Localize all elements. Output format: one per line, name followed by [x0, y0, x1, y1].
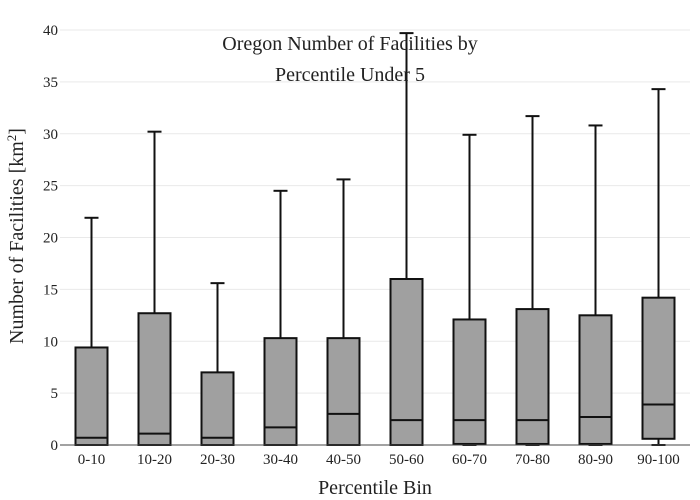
- box-80-90: [578, 124, 613, 446]
- y-axis-title-superscript: 2: [4, 135, 19, 142]
- y-tick-label: 25: [43, 179, 58, 195]
- box-body: [641, 296, 676, 440]
- x-tick-labels: 0-10 10-20 20-30 30-40 40-50 50-60 60-70 70-80 8…: [78, 452, 680, 468]
- x-tick-label: 60-70: [452, 452, 487, 468]
- chart-title-line-1: Oregon Number of Facilities by: [222, 33, 478, 55]
- y-tick-label: 10: [43, 334, 58, 350]
- y-tick-label: 20: [43, 231, 58, 247]
- x-tick-label: 30-40: [263, 452, 298, 468]
- x-tick-label: 20-30: [200, 452, 235, 468]
- y-tick-label: 35: [43, 75, 58, 91]
- box-60-70: [452, 133, 487, 446]
- box-50-60: [389, 32, 424, 446]
- chart-title-line-2: Percentile Under 5: [275, 64, 425, 86]
- box-body: [137, 312, 172, 446]
- y-tick-label: 40: [43, 23, 58, 39]
- y-axis-title: Number of Facilities [km2]: [4, 128, 28, 344]
- x-tick-label: 70-80: [515, 452, 550, 468]
- y-tick-label: 15: [43, 282, 58, 298]
- x-tick-label: 10-20: [137, 452, 172, 468]
- x-tick-label: 50-60: [389, 452, 424, 468]
- y-tick-label: 0: [51, 438, 59, 454]
- y-tick-label: 5: [51, 386, 59, 402]
- box-body: [578, 314, 613, 445]
- x-tick-label: 0-10: [78, 452, 106, 468]
- box-0-10: [74, 216, 109, 447]
- box-90-100: [641, 88, 676, 446]
- box-40-50: [326, 178, 361, 447]
- box-body: [74, 346, 109, 447]
- x-tick-label: 80-90: [578, 452, 613, 468]
- x-tick-label: 90-100: [637, 452, 680, 468]
- y-axis-title-close: ]: [6, 128, 28, 135]
- box-body: [515, 308, 550, 445]
- boxes: [74, 32, 676, 447]
- box-70-80: [515, 115, 550, 446]
- box-30-40: [263, 189, 298, 447]
- y-tick-labels: 0 5 10 15 20 25 30 35 40: [43, 23, 58, 454]
- y-axis-title-text: Number of Facilities [km: [6, 141, 28, 344]
- x-axis-title: Percentile Bin: [318, 477, 432, 499]
- x-tick-label: 40-50: [326, 452, 361, 468]
- box-body: [200, 371, 235, 446]
- y-tick-label: 30: [43, 127, 58, 143]
- box-body: [326, 337, 361, 447]
- box-10-20: [137, 130, 172, 446]
- box-body: [452, 318, 487, 445]
- box-body: [263, 337, 298, 447]
- box-20-30: [200, 282, 235, 446]
